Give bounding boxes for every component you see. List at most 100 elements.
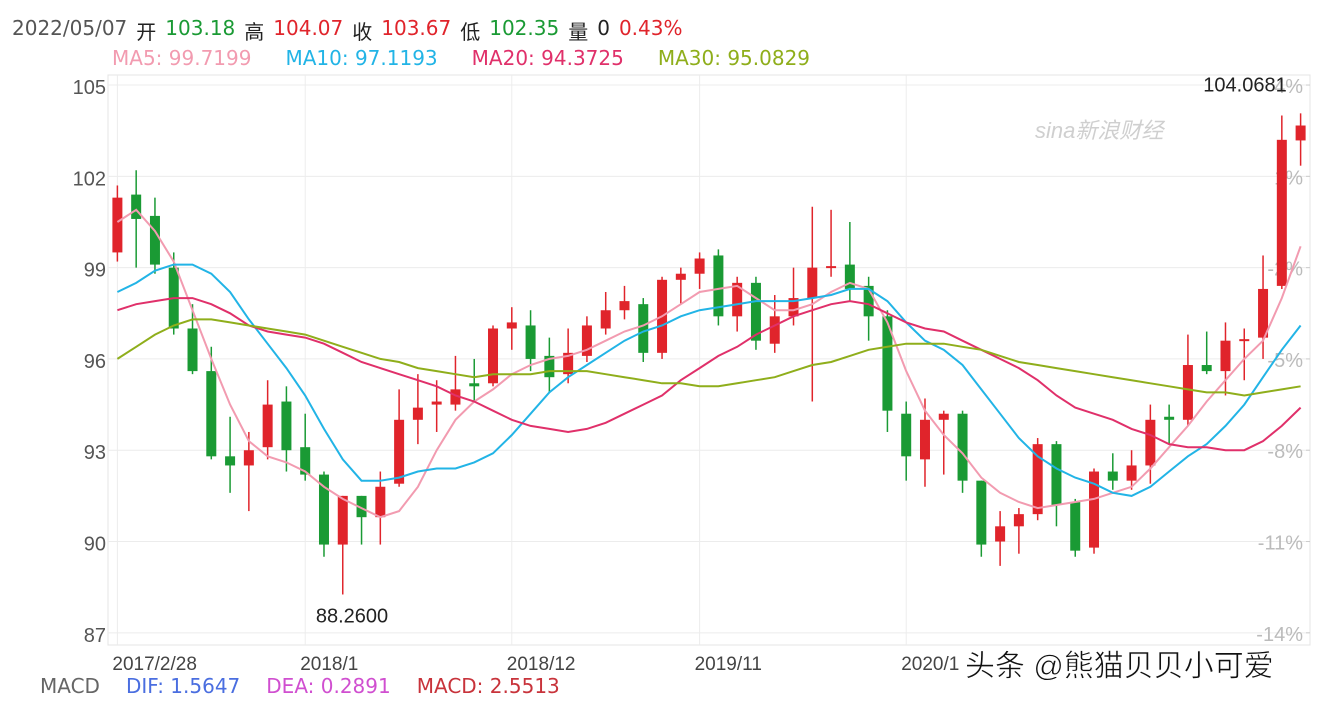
- header-item: 2022/05/07: [12, 16, 128, 40]
- header-item: 104.07: [273, 16, 344, 40]
- candle-body: [732, 282, 743, 317]
- candle-body: [112, 197, 123, 253]
- candle-body: [938, 413, 949, 420]
- y2-tick-label: -11%: [1258, 533, 1303, 555]
- annotation: 104.0681: [1203, 74, 1286, 96]
- header-item: 收: [352, 20, 373, 44]
- candle-body: [1107, 471, 1118, 481]
- candle-body: [1295, 125, 1306, 141]
- candle-body: [581, 325, 592, 356]
- header-item: 高: [244, 20, 265, 44]
- ma-line: [116, 208, 1302, 519]
- legend-entry: MA30: 95.0829: [657, 46, 811, 70]
- candle-body: [1276, 139, 1287, 286]
- candle-body: [1089, 471, 1100, 548]
- candle-body: [995, 526, 1006, 542]
- candle-body: [206, 371, 217, 457]
- candle-body: [1258, 288, 1269, 338]
- candle-body: [131, 194, 142, 219]
- candle-body: [300, 447, 311, 475]
- candle-body: [262, 404, 273, 448]
- candle-body: [1182, 365, 1193, 420]
- ma-line: [116, 318, 1301, 397]
- legend: MA5: 99.7199 MA10: 97.1193 MA20: 94.3725 MA…: [112, 46, 810, 70]
- candle-body: [882, 316, 893, 411]
- y-tick-label: 87: [84, 625, 106, 647]
- header-item: 103.67: [381, 16, 452, 40]
- ma-line: [117, 297, 1302, 452]
- candle-body: [1051, 444, 1062, 506]
- y-tick-label: 102: [73, 168, 106, 190]
- candle-body: [769, 316, 780, 344]
- legend-entry: MA5: 99.7199: [112, 46, 252, 70]
- candle-body: [844, 264, 855, 289]
- candle-body: [807, 267, 818, 299]
- candle-body: [450, 389, 461, 405]
- y-tick-label: 96: [84, 351, 106, 373]
- candle-body: [525, 325, 536, 359]
- candle-body: [1220, 340, 1231, 372]
- header-item: 0.43%: [618, 16, 683, 40]
- y2-tick-label: 4%: [1274, 76, 1303, 98]
- candle-body: [901, 413, 912, 457]
- candle-body: [713, 255, 724, 317]
- plot-frame: [107, 74, 1311, 646]
- watermark: 头条 @熊猫贝贝小可爱: [965, 650, 1274, 683]
- y-tick-label: 93: [84, 442, 106, 464]
- candle-body: [375, 486, 386, 518]
- candle-body: [694, 258, 705, 274]
- candle-body: [1070, 501, 1081, 551]
- candle-body: [337, 495, 348, 545]
- candle-body: [1013, 514, 1024, 527]
- header-item: 102.35: [489, 16, 560, 40]
- candle-body: [638, 304, 649, 353]
- candle-body: [225, 456, 236, 466]
- candle-body: [826, 266, 837, 269]
- candle-body: [563, 352, 574, 375]
- y-tick-label: 105: [73, 77, 106, 99]
- macd-row: MACD DIF: 1.5647 DEA: 0.2891 MACD: 2.5513: [40, 674, 560, 698]
- candle-body: [318, 474, 329, 545]
- candle-body: [281, 401, 292, 451]
- watermark: sina新浪财经: [1035, 118, 1165, 143]
- ma-line: [116, 263, 1302, 497]
- x-tick-label: 2018/1: [300, 654, 358, 675]
- header-item: 量: [568, 20, 589, 44]
- macd-item: DEA: 0.2891: [266, 674, 391, 698]
- legend-entry: MA20: 94.3725: [471, 46, 624, 70]
- y-tick-label: 90: [84, 534, 106, 556]
- candle-body: [187, 328, 198, 372]
- annotation: 88.2600: [316, 605, 388, 627]
- candle-body: [919, 419, 930, 460]
- candle-body: [431, 401, 442, 405]
- candle-body: [243, 450, 254, 466]
- candle-body: [1145, 419, 1156, 466]
- candle-body: [394, 419, 405, 484]
- candle-body: [412, 407, 423, 420]
- y2-tick-label: -5%: [1267, 350, 1303, 372]
- candle-body: [1032, 444, 1043, 515]
- candle-body: [600, 310, 611, 329]
- macd-item: MACD: 2.5513: [416, 674, 560, 698]
- candle-body: [957, 413, 968, 481]
- header-item: 开: [136, 20, 157, 44]
- candle-body: [506, 322, 517, 329]
- macd-item: MACD: [40, 674, 100, 698]
- macd-item: DIF: 1.5647: [125, 674, 241, 698]
- candle-body: [1239, 339, 1250, 342]
- x-tick-label: 2018/12: [507, 654, 576, 675]
- header-item: 低: [460, 20, 481, 44]
- candle-body: [750, 282, 761, 341]
- candle-body: [976, 480, 987, 545]
- header-item: 103.18: [165, 16, 236, 40]
- x-tick-label: 2019/11: [695, 654, 762, 675]
- candle-body: [488, 328, 499, 384]
- x-tick-label: 2017/2/28: [112, 654, 197, 675]
- candle-body: [544, 355, 555, 378]
- candle-body: [469, 383, 480, 387]
- candle-body: [356, 495, 367, 518]
- y2-tick-label: -8%: [1267, 441, 1303, 463]
- candle-body: [1164, 416, 1175, 420]
